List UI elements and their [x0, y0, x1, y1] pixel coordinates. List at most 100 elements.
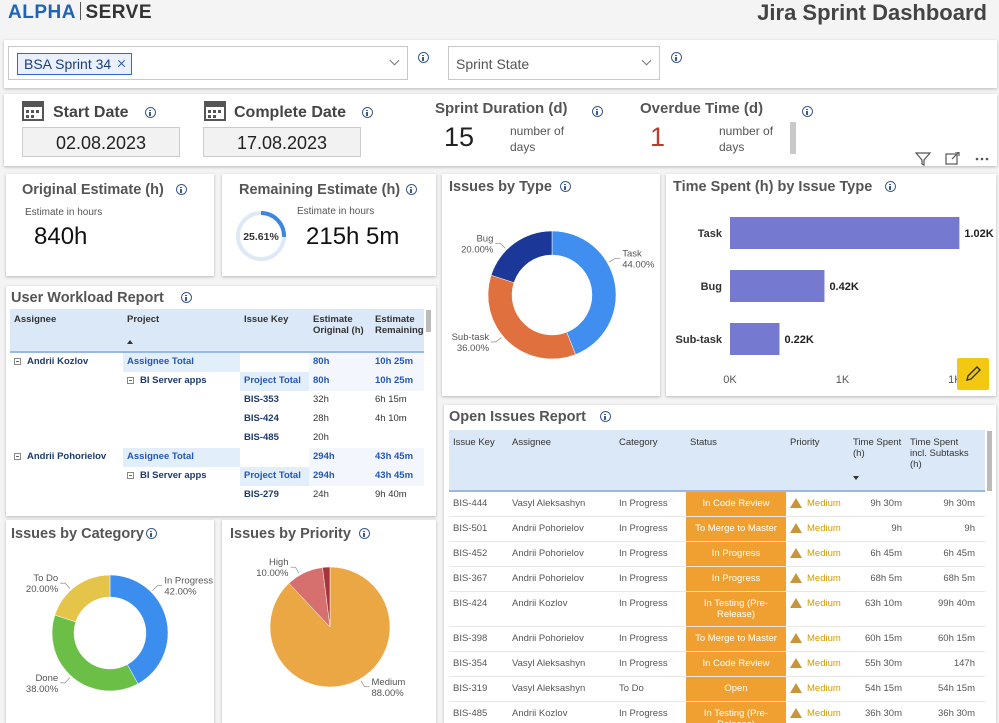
info-icon[interactable] — [418, 52, 429, 63]
info-icon[interactable] — [359, 528, 370, 539]
table-cell: In Code Review — [686, 492, 786, 516]
warning-icon — [790, 523, 802, 533]
table-cell: Vasyl Aleksashyn — [508, 492, 615, 516]
table-cell: In Progress — [615, 542, 686, 566]
cell-text: BIS-424 — [453, 598, 488, 609]
table-cell: BI Server apps — [123, 372, 240, 391]
table-cell: 68h 5m — [906, 567, 979, 591]
info-icon[interactable] — [802, 106, 813, 117]
cell-text: 9h 40m — [375, 489, 407, 500]
cell-text: 36h 30m — [865, 708, 902, 719]
table-cell: 28h — [309, 410, 371, 429]
table-cell — [10, 429, 123, 448]
kpi-value: 1 — [650, 122, 666, 152]
table-cell — [10, 410, 123, 429]
table-cell: In Progress — [615, 517, 686, 541]
column-header: Category — [619, 437, 658, 448]
cell-text: In Progress — [711, 548, 761, 559]
cell-text: In Progress — [619, 658, 668, 669]
kpi-date: 17.08.2023 — [203, 127, 361, 157]
table-row: BIS-485 Andrii Kozlov In Progress In Testin… — [449, 702, 985, 723]
info-icon[interactable] — [181, 292, 192, 303]
cell-text: In Testing (Pre-Release) — [703, 598, 769, 620]
table-cell: 147h — [906, 652, 979, 676]
sprint-state-dropdown[interactable]: Sprint State — [448, 46, 660, 80]
table-cell: 99h 40m — [906, 592, 979, 626]
column-header: Time Spent (h) — [849, 430, 906, 490]
open-issues-card: Open Issues Report Issue Key Assignee Cate… — [444, 405, 996, 723]
cell-text: 36h 30m — [938, 708, 975, 719]
warning-icon — [790, 573, 802, 583]
cell-text: In Progress — [711, 573, 761, 584]
table-row: BIS-354 Vasyl Aleksashyn In Progress In Cod… — [449, 652, 985, 677]
cell-text: 9h — [964, 523, 975, 534]
card-title: Original Estimate (h) — [22, 182, 164, 198]
sprint-dropdown[interactable]: BSA Sprint 34 — [8, 46, 408, 80]
cell-text: Andrii Kozlov — [27, 356, 89, 367]
info-icon[interactable] — [176, 184, 187, 195]
table-cell: BI Server apps — [123, 467, 240, 486]
column-header: Project — [123, 309, 240, 351]
info-icon[interactable] — [560, 181, 571, 192]
column-header: Status — [690, 437, 717, 448]
table-row: BIS-485 20h — [10, 429, 424, 448]
info-icon[interactable] — [362, 107, 373, 118]
expand-icon — [14, 453, 21, 460]
cell-text: Project Total — [244, 470, 301, 481]
info-icon[interactable] — [600, 411, 611, 422]
original-estimate-card: Original Estimate (h) Estimate in hours … — [6, 174, 214, 276]
column-header: Assignee — [512, 437, 552, 448]
kpi-label: Overdue Time (d) — [640, 100, 764, 117]
info-icon[interactable] — [145, 107, 156, 118]
cell-text: 6h 45m — [943, 548, 975, 559]
column-header: Estimate Remaining — [375, 314, 424, 336]
table-cell: Assignee Total — [123, 353, 240, 372]
sprint-chip[interactable]: BSA Sprint 34 — [17, 53, 133, 75]
info-icon[interactable] — [592, 106, 603, 117]
scrollbar[interactable] — [987, 431, 992, 491]
table-cell: In Code Review — [686, 652, 786, 676]
cell-text: In Progress — [619, 548, 668, 559]
cell-text: To Merge to Master — [695, 633, 777, 644]
scrollbar[interactable] — [790, 122, 796, 154]
cell-text: 10h 25m — [375, 356, 414, 367]
info-icon[interactable] — [671, 52, 682, 63]
cell-text: Medium — [807, 658, 841, 669]
table-cell: 4h 10m — [371, 410, 424, 429]
table-row: BIS-501 Andrii Pohorielov In Progress To Me… — [449, 517, 985, 542]
table-cell: 32h — [309, 391, 371, 410]
workload-card: User Workload Report Assignee Project Issu… — [6, 286, 436, 516]
issues-by-type-card: Issues by Type — [442, 174, 660, 396]
scrollbar[interactable] — [426, 310, 431, 332]
table-cell: Andrii Kozlov — [10, 353, 123, 372]
edit-button[interactable] — [957, 358, 989, 390]
cell-text: 54h 15m — [865, 683, 902, 694]
table-cell: In Progress — [615, 702, 686, 723]
visual-header-icons[interactable] — [914, 152, 994, 166]
cell-text: In Code Review — [702, 498, 770, 509]
card-title: Issues by Priority — [230, 526, 351, 542]
table-row: Andrii Pohorielov Assignee Total 294h 43h 4… — [10, 448, 424, 467]
cell-text: BIS-452 — [453, 548, 488, 559]
cell-text: 60h 15m — [865, 633, 902, 644]
sort-icon — [853, 476, 859, 480]
info-icon[interactable] — [406, 184, 417, 195]
table-cell: BIS-485 — [449, 702, 508, 723]
table-cell: Open — [686, 677, 786, 701]
logo-part: ALPHA — [8, 2, 76, 23]
table-cell: 60h 15m — [906, 627, 979, 651]
table-cell: Andrii Pohorielov — [10, 448, 123, 467]
table-cell: 36h 30m — [849, 702, 906, 723]
table-row: BIS-424 28h 4h 10m — [10, 410, 424, 429]
info-icon[interactable] — [885, 181, 896, 192]
info-icon[interactable] — [146, 528, 157, 539]
table-cell: 54h 15m — [849, 677, 906, 701]
cell-text: Andrii Pohorielov — [512, 523, 584, 534]
cell-text: In Progress — [619, 498, 668, 509]
warning-icon — [790, 498, 802, 508]
logo: ALPHA SERVE — [8, 2, 152, 24]
cell-text: BIS-279 — [244, 489, 279, 500]
cell-text: Medium — [807, 523, 841, 534]
table-cell: BIS-353 — [240, 391, 309, 410]
table-cell: BIS-319 — [449, 677, 508, 701]
